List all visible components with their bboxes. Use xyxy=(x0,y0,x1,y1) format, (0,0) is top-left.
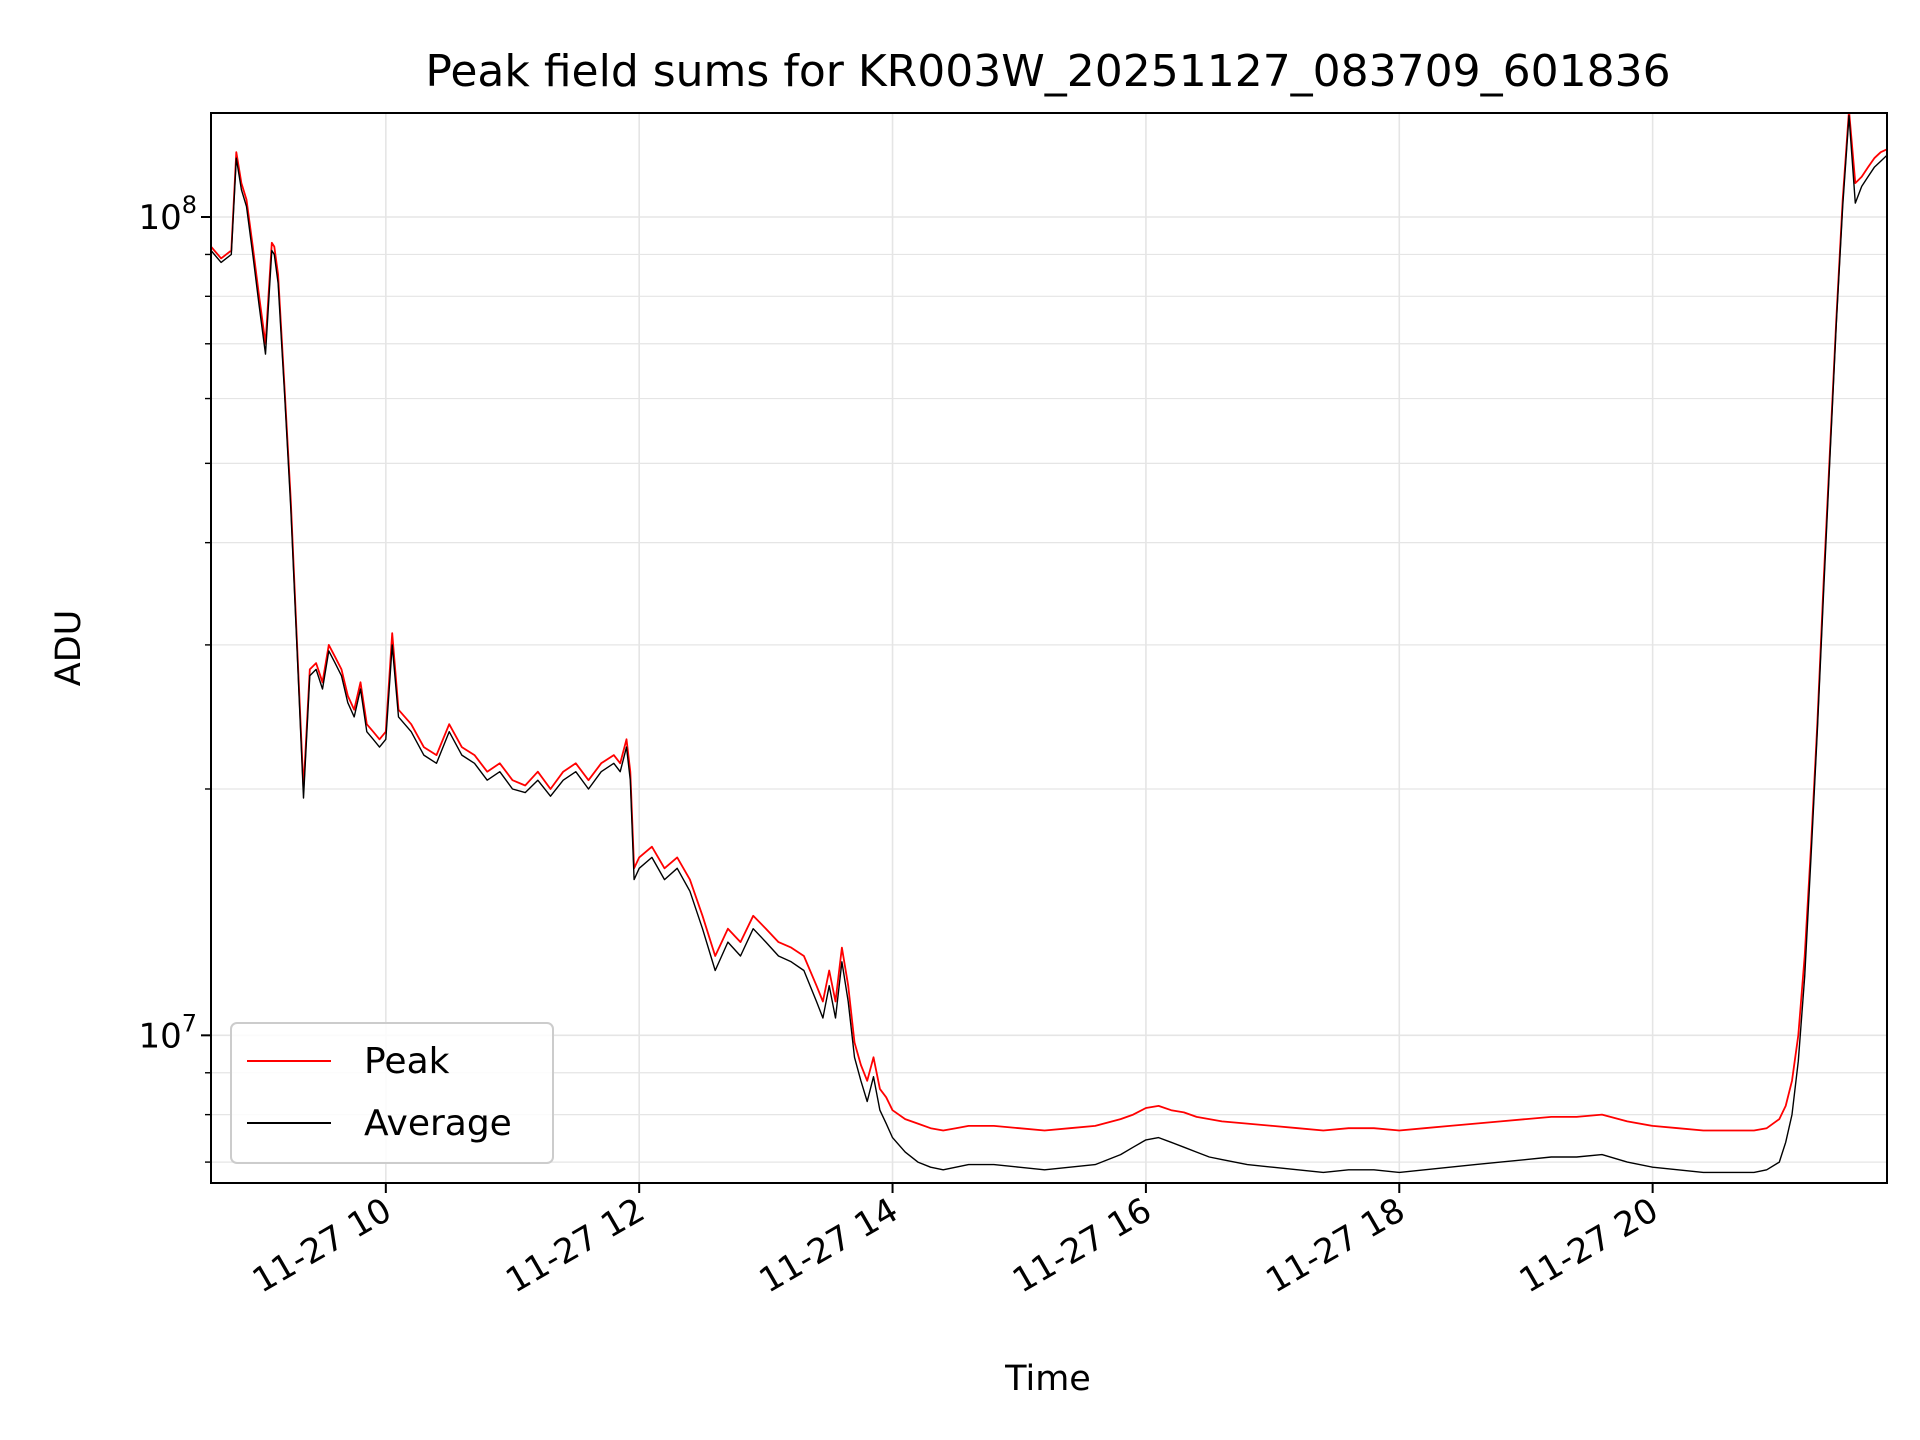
series-line-peak xyxy=(211,113,1887,1132)
series-line-average xyxy=(211,114,1887,1174)
x-tick-label-3: 11-27 16 xyxy=(1006,1190,1158,1301)
y-tick-label-0: 107 xyxy=(138,1009,197,1056)
plot-frame xyxy=(210,112,1888,1184)
y-axis: 107 108 xyxy=(138,191,211,1163)
y-axis-label: ADU xyxy=(49,610,89,687)
legend-average-label: Average xyxy=(364,1103,512,1144)
x-axis: 11-27 10 11-27 12 11-27 14 11-27 16 11-27 18… xyxy=(246,1183,1665,1301)
x-tick-label-0: 11-27 10 xyxy=(246,1190,398,1301)
x-tick-label-5: 11-27 20 xyxy=(1513,1190,1665,1301)
y-tick-label-1: 108 xyxy=(138,191,197,238)
x-tick-label-2: 11-27 14 xyxy=(753,1190,905,1301)
x-tick-label-1: 11-27 12 xyxy=(499,1190,651,1301)
legend-box xyxy=(230,1022,554,1164)
grid xyxy=(211,113,1887,1183)
legend-peak-label: Peak xyxy=(364,1041,450,1082)
x-tick-label-4: 11-27 18 xyxy=(1259,1190,1411,1301)
chart-title: Peak field sums for KR003W_20251127_0837… xyxy=(425,46,1670,97)
plot-series xyxy=(211,113,1887,1174)
legend: Peak Average xyxy=(230,1022,554,1164)
x-axis-label: Time xyxy=(1004,1359,1091,1399)
